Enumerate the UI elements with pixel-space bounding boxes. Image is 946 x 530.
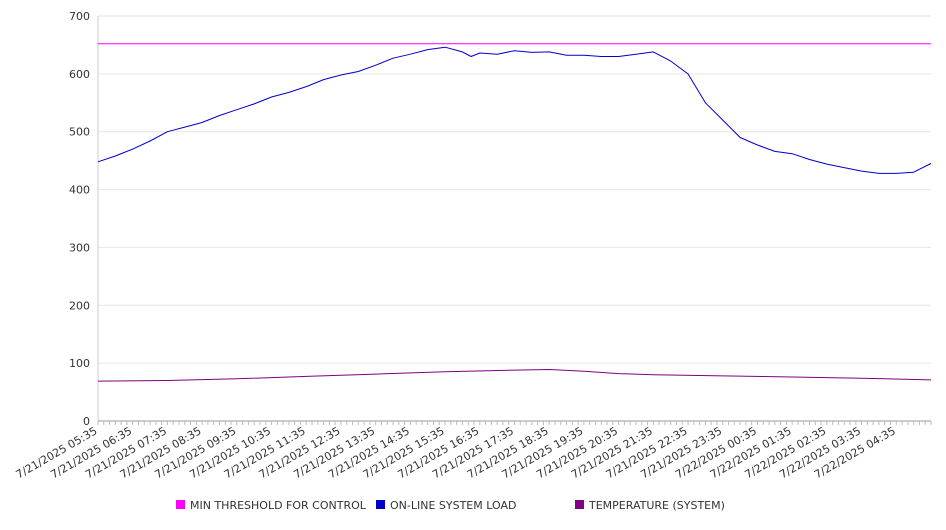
y-tick-label: 600 bbox=[69, 68, 90, 81]
legend-item[interactable]: TEMPERATURE (SYSTEM) bbox=[575, 499, 725, 512]
gridlines bbox=[98, 15, 931, 364]
y-tick-label: 300 bbox=[69, 241, 90, 254]
legend: MIN THRESHOLD FOR CONTROL ON-LINE SYSTEM … bbox=[176, 499, 725, 512]
series-line-on-line-system-load bbox=[97, 46, 932, 174]
x-tick-labels: 7/21/2025 05:357/21/2025 06:357/21/2025 … bbox=[14, 424, 898, 481]
y-tick-labels: 0 100 200 300 400 500 600 700 bbox=[69, 10, 90, 428]
legend-swatch bbox=[176, 500, 185, 509]
series-lines bbox=[97, 43, 932, 382]
axes bbox=[97, 16, 932, 425]
y-tick-label: 100 bbox=[69, 357, 90, 370]
legend-swatch bbox=[575, 500, 584, 509]
legend-label: MIN THRESHOLD FOR CONTROL bbox=[190, 499, 367, 512]
legend-item[interactable]: ON-LINE SYSTEM LOAD bbox=[376, 499, 516, 512]
y-tick-label: 0 bbox=[83, 415, 90, 428]
legend-item[interactable]: MIN THRESHOLD FOR CONTROL bbox=[176, 499, 367, 512]
y-tick-label: 700 bbox=[69, 10, 90, 23]
legend-label: TEMPERATURE (SYSTEM) bbox=[588, 499, 725, 512]
y-tick-label: 200 bbox=[69, 299, 90, 312]
y-tick-label: 500 bbox=[69, 126, 90, 139]
legend-label: ON-LINE SYSTEM LOAD bbox=[390, 499, 516, 512]
legend-swatch bbox=[376, 500, 385, 509]
series-line-temperature-system bbox=[97, 369, 932, 382]
y-tick-label: 400 bbox=[69, 184, 90, 197]
